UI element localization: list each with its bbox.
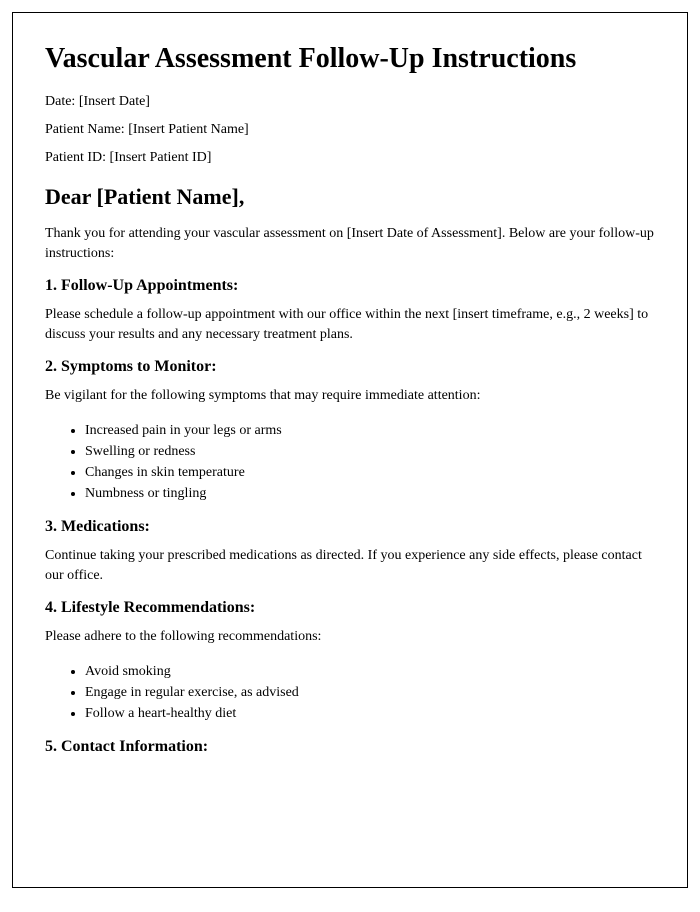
- section-2-text: Be vigilant for the following symptoms t…: [45, 386, 655, 406]
- patient-id-label: Patient ID:: [45, 150, 110, 165]
- list-item: Numbness or tingling: [85, 483, 655, 504]
- section-4-heading: 4. Lifestyle Recommendations:: [45, 599, 655, 617]
- meta-date: Date: [Insert Date]: [45, 94, 655, 110]
- intro-paragraph: Thank you for attending your vascular as…: [45, 224, 655, 263]
- document-title: Vascular Assessment Follow-Up Instructio…: [45, 41, 655, 76]
- patient-id-value: [Insert Patient ID]: [110, 150, 212, 165]
- document-page: Vascular Assessment Follow-Up Instructio…: [12, 12, 688, 888]
- meta-patient-id: Patient ID: [Insert Patient ID]: [45, 150, 655, 166]
- patient-name-value: [Insert Patient Name]: [128, 122, 249, 137]
- patient-name-label: Patient Name:: [45, 122, 128, 137]
- section-2-heading: 2. Symptoms to Monitor:: [45, 358, 655, 376]
- section-3-text: Continue taking your prescribed medicati…: [45, 546, 655, 585]
- section-5-heading: 5. Contact Information:: [45, 738, 655, 756]
- list-item: Increased pain in your legs or arms: [85, 420, 655, 441]
- section-1-text: Please schedule a follow-up appointment …: [45, 305, 655, 344]
- section-4-text: Please adhere to the following recommend…: [45, 627, 655, 647]
- list-item: Swelling or redness: [85, 441, 655, 462]
- section-2-list: Increased pain in your legs or arms Swel…: [45, 420, 655, 504]
- list-item: Follow a heart-healthy diet: [85, 703, 655, 724]
- list-item: Avoid smoking: [85, 661, 655, 682]
- list-item: Changes in skin temperature: [85, 462, 655, 483]
- date-label: Date:: [45, 94, 79, 109]
- date-value: [Insert Date]: [79, 94, 150, 109]
- meta-patient-name: Patient Name: [Insert Patient Name]: [45, 122, 655, 138]
- section-3-heading: 3. Medications:: [45, 518, 655, 536]
- list-item: Engage in regular exercise, as advised: [85, 682, 655, 703]
- section-4-list: Avoid smoking Engage in regular exercise…: [45, 661, 655, 724]
- section-1-heading: 1. Follow-Up Appointments:: [45, 277, 655, 295]
- salutation: Dear [Patient Name],: [45, 184, 655, 210]
